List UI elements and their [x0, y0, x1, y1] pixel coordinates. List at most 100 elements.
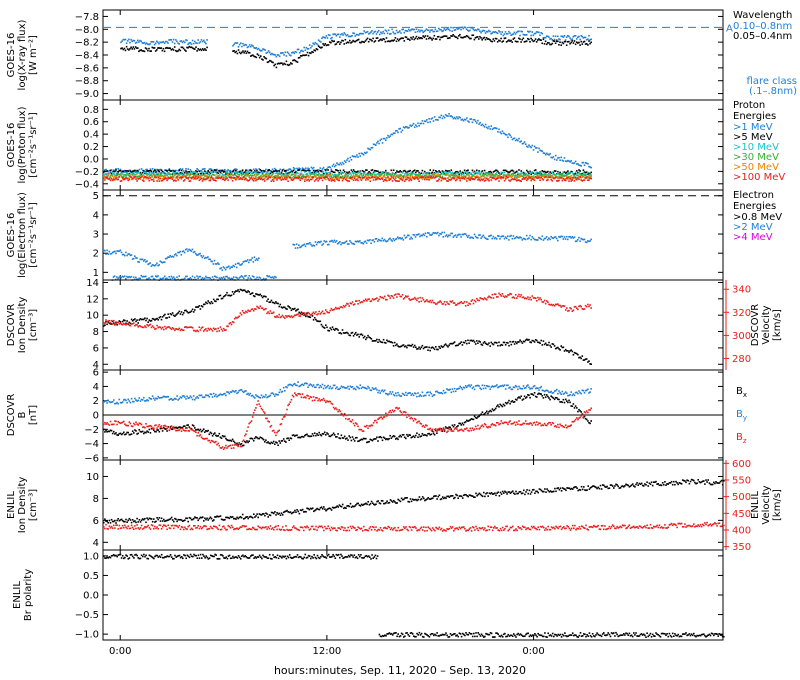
data-point [428, 176, 430, 179]
data-point [519, 180, 521, 182]
data-point [495, 31, 498, 34]
data-point [181, 250, 184, 253]
data-point [528, 176, 530, 178]
data-point [104, 173, 106, 175]
data-point [524, 143, 527, 145]
y-tick-label: 10 [86, 311, 99, 322]
data-point [240, 264, 242, 266]
data-point [250, 278, 253, 281]
data-point [267, 172, 269, 174]
data-point [371, 174, 374, 177]
data-point [467, 120, 469, 122]
data-point [429, 36, 431, 39]
data-point [225, 275, 227, 278]
data-point [341, 177, 344, 180]
data-point [353, 175, 356, 178]
data-point [182, 40, 185, 43]
data-point [499, 176, 501, 178]
data-point [587, 162, 589, 165]
data-point [237, 289, 239, 291]
data-point [185, 176, 187, 178]
data-point [380, 173, 383, 176]
data-point [403, 234, 406, 237]
y-tick-label: 8 [93, 327, 99, 338]
data-point [324, 37, 327, 39]
data-point [137, 178, 139, 180]
data-point [432, 176, 435, 178]
data-point [175, 314, 177, 316]
data-point [437, 119, 439, 121]
data-point [131, 40, 133, 43]
data-point [294, 177, 296, 179]
data-point [131, 177, 134, 180]
data-point [286, 169, 288, 171]
data-point [544, 153, 547, 156]
data-point [188, 174, 191, 177]
data-point [239, 264, 241, 266]
data-point [490, 173, 493, 175]
data-point [497, 235, 499, 237]
data-point [579, 176, 581, 179]
data-point [477, 299, 479, 301]
data-point [574, 176, 577, 179]
data-point [534, 172, 537, 174]
data-point [513, 172, 516, 174]
data-point [333, 40, 335, 42]
data-point [513, 175, 516, 177]
data-point [321, 310, 324, 313]
data-point [195, 178, 197, 180]
data-point [390, 178, 393, 180]
data-point [470, 177, 473, 180]
data-point [290, 309, 293, 312]
data-point [266, 176, 268, 178]
data-point [471, 121, 474, 124]
data-point [578, 41, 580, 44]
data-point [301, 177, 304, 180]
data-point [432, 120, 435, 122]
data-point [502, 34, 505, 37]
data-point [548, 42, 550, 44]
data-point [322, 326, 325, 329]
data-point [383, 171, 386, 174]
data-point [373, 340, 376, 342]
data-point [179, 176, 182, 179]
data-point [136, 180, 138, 182]
data-point [329, 166, 332, 169]
data-point [536, 147, 538, 149]
data-point [549, 43, 551, 46]
data-point [332, 174, 335, 177]
data-point [270, 276, 273, 279]
data-point [184, 277, 186, 280]
data-point [550, 176, 552, 179]
data-point [158, 176, 161, 178]
data-point [360, 41, 362, 44]
data-point [393, 239, 396, 242]
data-point [186, 172, 188, 174]
data-point [151, 46, 154, 49]
data-point [137, 326, 139, 328]
data-point [419, 122, 421, 125]
data-point [288, 306, 290, 308]
data-point [392, 177, 395, 179]
data-point [169, 39, 171, 41]
data-point [405, 126, 407, 128]
data-point [445, 35, 448, 38]
data-point [567, 176, 569, 179]
data-point [518, 30, 520, 32]
data-point [576, 174, 578, 177]
data-point [326, 326, 328, 329]
data-point [521, 175, 524, 177]
data-point [356, 178, 358, 181]
data-point [520, 294, 522, 296]
data-point [262, 59, 264, 61]
data-point [161, 177, 164, 180]
data-point [129, 41, 131, 44]
data-point [587, 176, 589, 178]
data-point [508, 133, 510, 135]
data-point [327, 44, 330, 46]
data-point [512, 174, 515, 176]
data-point [365, 298, 367, 301]
data-point [166, 257, 168, 260]
data-point [302, 50, 304, 53]
data-point [418, 36, 420, 39]
